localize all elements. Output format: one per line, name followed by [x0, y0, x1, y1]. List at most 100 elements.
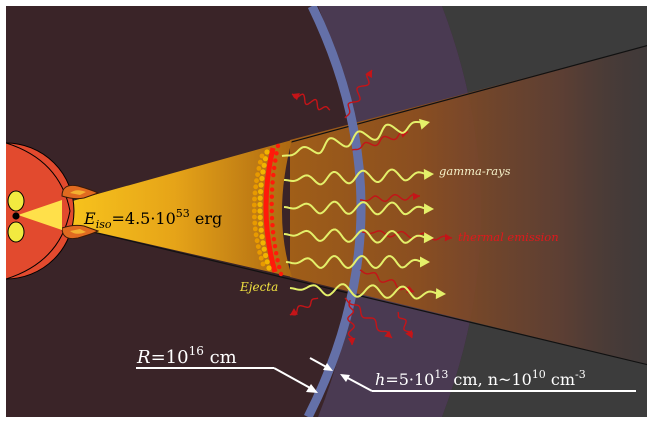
- ejecta-dot: [252, 190, 258, 196]
- thermal-emission-label: thermal emission: [458, 230, 559, 244]
- thermal-wave-arrow: [344, 297, 393, 339]
- inner-jet: [18, 200, 62, 230]
- ejecta-dot: [260, 240, 266, 246]
- gamma-wave-arrow: [283, 200, 429, 216]
- ejecta-dot: [251, 202, 257, 208]
- ejecta-dot: [252, 220, 258, 226]
- ejecta-dot: [256, 166, 262, 171]
- ejecta-dot: [272, 165, 277, 171]
- ejecta-dot: [258, 182, 264, 188]
- ejecta-dot: [254, 178, 259, 184]
- ejecta-dot: [278, 271, 284, 277]
- ejecta-dot: [274, 251, 279, 256]
- ejecta-dot: [255, 244, 261, 250]
- gamma-arrowhead: [423, 203, 434, 215]
- gamma-wave-arrow: [283, 228, 429, 244]
- ejecta-dot: [260, 261, 266, 267]
- ejecta-dot: [269, 201, 274, 207]
- thermal-arrowhead: [412, 192, 420, 201]
- ejecta-dot: [259, 153, 265, 159]
- thermal-wave-arrow: [344, 69, 373, 119]
- ejecta-dot: [261, 246, 267, 252]
- ejecta-dot: [252, 226, 258, 232]
- ejecta-dot: [259, 234, 265, 240]
- ejecta-dot: [259, 175, 265, 182]
- thermal-arrowhead: [290, 308, 298, 315]
- cone-edge-lower: [21, 214, 647, 366]
- central-engine: [12, 212, 20, 220]
- ejecta-dot: [270, 230, 276, 235]
- jet-cone: [22, 140, 292, 277]
- ejecta-dot: [253, 184, 259, 190]
- ejecta-dot: [271, 237, 277, 242]
- energy-label: Eiso=4.5·1053 erg: [83, 207, 222, 231]
- thickness-label: h=5·1013 cm, n~1010 cm-3: [375, 368, 586, 389]
- gamma-arrowhead: [423, 168, 434, 180]
- ejecta-dot: [275, 258, 280, 263]
- shell-arc: [303, 6, 366, 417]
- ejecta-label: Ejecta: [239, 280, 278, 294]
- torus-lower: [7, 221, 25, 243]
- ejecta-dot: [258, 189, 264, 195]
- gamma-arrowhead: [419, 118, 430, 130]
- ejecta-dot: [254, 238, 260, 244]
- ejecta-dot: [257, 201, 263, 208]
- gamma-wave-arrow: [285, 255, 425, 269]
- ejecta-dot: [260, 169, 266, 175]
- ejecta-dot: [264, 149, 270, 155]
- ejecta-dot: [258, 255, 264, 261]
- thermal-arrowhead: [444, 233, 452, 242]
- thermal-wave-arrow: [361, 230, 453, 241]
- ejecta-dot: [252, 214, 257, 220]
- ejecta-dot: [252, 196, 257, 202]
- ejecta-dot: [277, 264, 282, 270]
- thermal-arrowhead: [384, 330, 392, 338]
- ejecta-dot: [270, 223, 275, 228]
- thermal-arrowhead: [405, 330, 413, 338]
- ejecta-dot: [270, 180, 275, 185]
- ejecta-dot: [257, 250, 262, 255]
- gamma-wave-arrow: [284, 168, 429, 186]
- ejecta-dot: [273, 158, 278, 163]
- ejecta-dot: [251, 208, 257, 214]
- thermal-wave-arrow: [347, 300, 355, 345]
- gamma-arrowhead: [435, 288, 446, 300]
- gamma-wave-arrow: [289, 283, 441, 300]
- ejecta-dot: [271, 172, 276, 178]
- ejecta-dot: [255, 172, 260, 178]
- ejecta-dot: [253, 232, 259, 238]
- torus-upper: [7, 190, 25, 212]
- ejecta-dot: [257, 214, 263, 220]
- ejecta-dot: [275, 143, 281, 149]
- ejecta-dot: [258, 227, 264, 233]
- ejecta-dot: [269, 187, 275, 192]
- ejecta-dot: [269, 215, 275, 221]
- ejecta-dots: [251, 143, 284, 277]
- jet-beam-outer: [290, 45, 647, 365]
- ejecta-dot: [263, 252, 269, 259]
- ejecta-dot: [266, 265, 272, 271]
- ejecta-dot: [269, 208, 274, 214]
- gamma-wave-arrow: [281, 121, 425, 157]
- thermal-arrowhead: [292, 93, 300, 101]
- ejecta-dot: [257, 195, 263, 201]
- radius-label: R=1016 cm: [136, 344, 237, 368]
- ejecta-dot: [274, 151, 279, 156]
- ejecta-dot: [269, 194, 274, 199]
- ejecta-dot: [257, 208, 263, 214]
- gamma-arrowhead: [423, 232, 434, 244]
- ejecta-dot: [261, 162, 267, 168]
- ejecta-dot: [262, 156, 268, 162]
- thermal-arrowhead: [347, 337, 356, 345]
- thermal-arrowhead: [365, 70, 372, 78]
- jet-base-flames: [61, 185, 100, 239]
- ejecta-dot: [272, 244, 278, 249]
- gamma-ray-arrows: [281, 118, 446, 300]
- radius-indicator: [136, 367, 318, 393]
- ejecta-dot: [257, 159, 263, 165]
- thickness-indicator: [309, 357, 636, 392]
- thermal-wave-arrow: [360, 194, 420, 202]
- ejecta-dot: [258, 221, 264, 227]
